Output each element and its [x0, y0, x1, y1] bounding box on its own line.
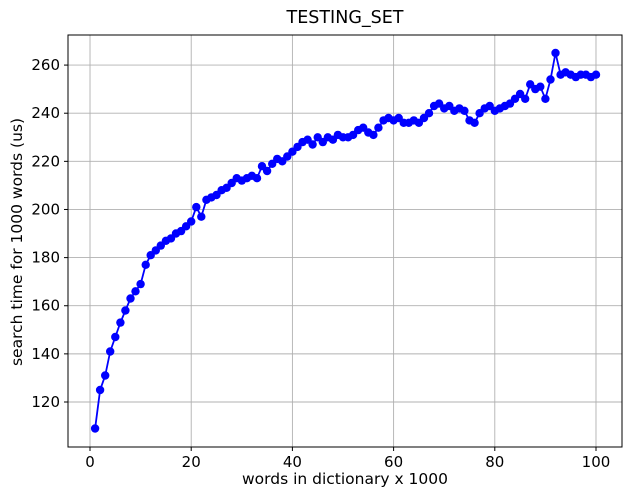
x-tick-label: 20: [182, 453, 201, 471]
data-point: [308, 140, 317, 149]
data-point: [460, 106, 469, 116]
axes-spines: [67, 34, 623, 448]
y-tick-label: 220: [31, 152, 60, 170]
x-axis-label: words in dictionary x 1000: [241, 470, 449, 488]
data-point: [541, 94, 550, 104]
data-point: [424, 109, 434, 118]
chart-title: TESTING_SET: [286, 8, 404, 28]
data-point: [551, 48, 560, 58]
data-point: [187, 217, 196, 226]
data-point: [591, 70, 601, 79]
y-tick-label: 120: [31, 393, 60, 411]
data-point: [106, 347, 115, 356]
data-point: [521, 94, 530, 104]
y-tick-label: 180: [31, 249, 60, 267]
x-tick-label: 0: [85, 453, 95, 471]
data-point: [131, 287, 140, 296]
x-tick-label: 60: [384, 453, 403, 471]
data-point: [536, 82, 545, 91]
data-point: [374, 123, 383, 132]
y-tick-label: 140: [31, 345, 60, 363]
data-point: [252, 174, 262, 183]
data-point: [90, 424, 100, 433]
data-point: [141, 260, 150, 269]
data-point: [546, 75, 555, 84]
data-point: [192, 202, 201, 212]
data-point: [116, 318, 125, 327]
x-tick-label: 80: [485, 453, 504, 471]
data-point: [262, 166, 272, 176]
y-tick-label: 240: [31, 104, 60, 122]
data-point: [121, 306, 130, 315]
data-point: [111, 332, 120, 342]
data-point: [470, 118, 479, 128]
y-tick-label: 260: [31, 56, 60, 74]
data-point: [95, 385, 105, 395]
data-point: [101, 371, 110, 380]
data-point: [126, 294, 135, 303]
data-point: [197, 212, 206, 221]
x-tick-label: 100: [582, 453, 611, 471]
data-point: [369, 130, 378, 140]
y-tick-label: 200: [31, 200, 60, 218]
x-tick-label: 40: [283, 453, 302, 471]
data-point: [136, 279, 145, 289]
y-tick-label: 160: [31, 297, 60, 315]
